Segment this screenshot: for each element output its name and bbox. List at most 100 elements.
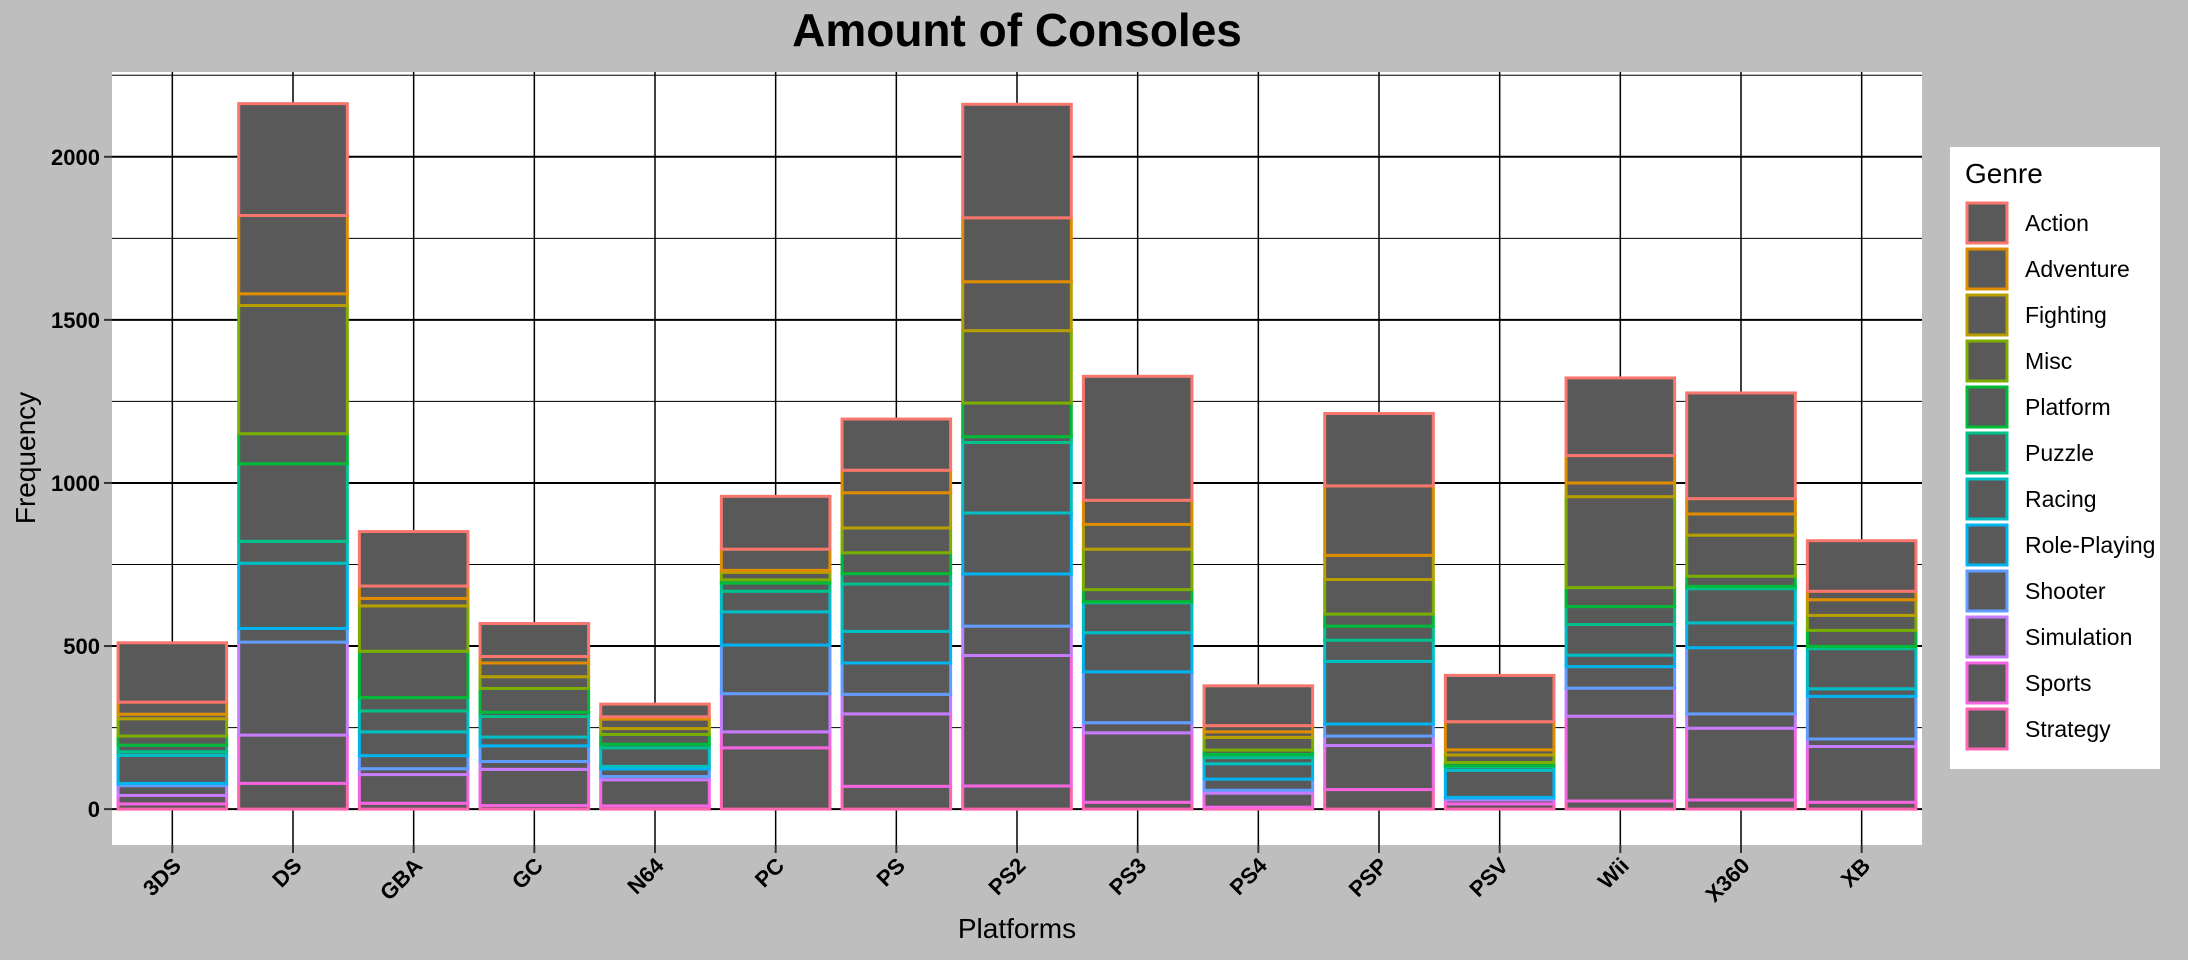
bar-segment-X360-Role-Playing xyxy=(1685,621,1797,650)
legend-item-Puzzle: Puzzle xyxy=(1965,431,2094,475)
bar-segment-GC-Fighting xyxy=(478,661,591,679)
bar-segment-PS2-Shooter xyxy=(961,572,1073,628)
legend-label: Strategy xyxy=(2025,716,2111,742)
bar-segment-PS-Strategy xyxy=(840,784,953,811)
bar-segment-PSV-Role-Playing xyxy=(1443,768,1556,799)
legend-item-Action: Action xyxy=(1965,201,2089,245)
bar-segment-Wii-Shooter xyxy=(1564,665,1677,690)
y-tick-label: 1000 xyxy=(51,471,100,496)
bar-segment-XB-Platform xyxy=(1805,628,1918,648)
x-tick-label: Wii xyxy=(1593,853,1634,894)
x-tick-label: XB xyxy=(1836,853,1875,892)
legend-swatch xyxy=(1965,293,2009,337)
bar-segment-GC-Misc xyxy=(478,675,591,690)
legend-label: Adventure xyxy=(2025,256,2130,282)
bar-segment-DS-Strategy xyxy=(237,781,349,811)
bar-segment-PS2-Action xyxy=(961,102,1073,220)
bar-segment-PSV-Adventure xyxy=(1443,720,1556,752)
bars-group xyxy=(116,102,1918,811)
legend-swatch xyxy=(1965,385,2009,429)
bar-segment-PS-Sports xyxy=(840,712,953,788)
bar-segment-PC-Strategy xyxy=(719,746,832,811)
bar-segment-PS3-Action xyxy=(1081,374,1194,502)
bar-segment-DS-Action xyxy=(237,102,349,218)
bar-segment-XB-Shooter xyxy=(1805,694,1918,741)
legend-swatch xyxy=(1965,201,2009,245)
bar-segment-PS2-Sports xyxy=(961,654,1073,788)
bar-segment-3DS-Misc xyxy=(116,717,229,738)
bar-segment-3DS-Adventure xyxy=(116,700,229,716)
legend-item-Fighting: Fighting xyxy=(1965,293,2107,337)
legend-label: Racing xyxy=(2025,486,2097,512)
bar-segment-PSP-Racing xyxy=(1323,638,1435,663)
bar-segment-PSP-Misc xyxy=(1323,578,1435,616)
bar-segment-PS3-Fighting xyxy=(1081,522,1194,551)
bar-segment-PS3-Racing xyxy=(1081,601,1194,635)
bar-segment-PS-Action xyxy=(840,417,953,472)
bar-segment-GC-Sports xyxy=(478,767,591,808)
x-tick-label: 3DS xyxy=(138,853,186,901)
bar-segment-3DS-Action xyxy=(116,641,229,704)
legend-swatch xyxy=(1965,523,2009,567)
bar-segment-PS2-Strategy xyxy=(961,784,1073,811)
bar-segment-DS-Simulation xyxy=(237,640,349,737)
legend-item-Racing: Racing xyxy=(1965,477,2097,521)
bar-segment-Wii-Action xyxy=(1564,376,1677,458)
bar-segment-PS-Platform xyxy=(840,551,953,576)
y-tick-label: 500 xyxy=(63,634,100,659)
x-tick-label: X360 xyxy=(1701,853,1755,907)
bar-segment-PS3-Misc xyxy=(1081,547,1194,592)
bar-segment-PSP-Platform xyxy=(1323,612,1435,628)
bar-segment-GBA-Misc xyxy=(357,604,470,653)
bar-segment-Wii-Puzzle xyxy=(1564,605,1677,627)
bar-segment-Wii-Simulation xyxy=(1564,686,1677,718)
bar-segment-PS2-Platform xyxy=(961,401,1073,439)
x-tick-label: PSV xyxy=(1464,853,1513,902)
legend-label: Shooter xyxy=(2025,578,2106,604)
bar-segment-PS-Shooter xyxy=(840,661,953,696)
bar-segment-PS2-Racing xyxy=(961,441,1073,515)
bar-segment-PC-Adventure xyxy=(719,547,832,572)
bar-segment-PS4-Role-Playing xyxy=(1202,762,1315,781)
bar-segment-X360-Adventure xyxy=(1685,497,1797,516)
bar-segment-PS3-Role-Playing xyxy=(1081,631,1194,674)
bar-segment-PS2-Role-Playing xyxy=(961,511,1073,576)
bar-segment-PS-Role-Playing xyxy=(840,629,953,665)
bar-segment-XB-Racing xyxy=(1805,647,1918,691)
bar-segment-PSV-Action xyxy=(1443,673,1556,724)
legend-item-Simulation: Simulation xyxy=(1965,615,2132,659)
y-tick-label: 1500 xyxy=(51,308,100,333)
bar-segment-GC-Platform xyxy=(478,686,591,714)
bar-segment-DS-Racing xyxy=(237,539,349,565)
y-tick-label: 2000 xyxy=(51,145,100,170)
bar-segment-PS3-Adventure xyxy=(1081,498,1194,526)
bar-segment-PS-Racing xyxy=(840,582,953,633)
y-axis-label: Frequency xyxy=(10,392,41,524)
bar-segment-Wii-Role-Playing xyxy=(1564,653,1677,669)
bar-segment-X360-Racing xyxy=(1685,587,1797,625)
x-tick-label: GC xyxy=(507,853,548,894)
bar-segment-PS4-Misc xyxy=(1202,735,1315,752)
legend-item-Role-Playing: Role-Playing xyxy=(1965,523,2155,567)
bar-segment-GC-Shooter xyxy=(478,744,591,764)
bar-segment-DS-Platform xyxy=(237,432,349,466)
bar-segment-PS-Adventure xyxy=(840,468,953,495)
legend-swatch xyxy=(1965,477,2009,521)
bar-segment-X360-Misc xyxy=(1685,533,1797,578)
bar-segment-PSP-Shooter xyxy=(1323,722,1435,738)
legend-label: Action xyxy=(2025,210,2089,236)
bar-segment-GC-Action xyxy=(478,622,591,658)
bar-segment-PS4-Action xyxy=(1202,684,1315,728)
bar-segment-PC-Racing xyxy=(719,589,832,614)
legend-item-Platform: Platform xyxy=(1965,385,2111,429)
bar-segment-X360-Sports xyxy=(1685,726,1797,802)
bar-segment-XB-Action xyxy=(1805,539,1918,593)
bar-segment-X360-Simulation xyxy=(1685,712,1797,730)
bar-segment-PS-Misc xyxy=(840,526,953,555)
bar-segment-GBA-Action xyxy=(357,530,470,588)
legend-item-Shooter: Shooter xyxy=(1965,569,2106,613)
bar-segment-PSP-Fighting xyxy=(1323,553,1435,582)
legend-swatch xyxy=(1965,431,2009,475)
bar-segment-N64-Sports xyxy=(599,778,711,808)
